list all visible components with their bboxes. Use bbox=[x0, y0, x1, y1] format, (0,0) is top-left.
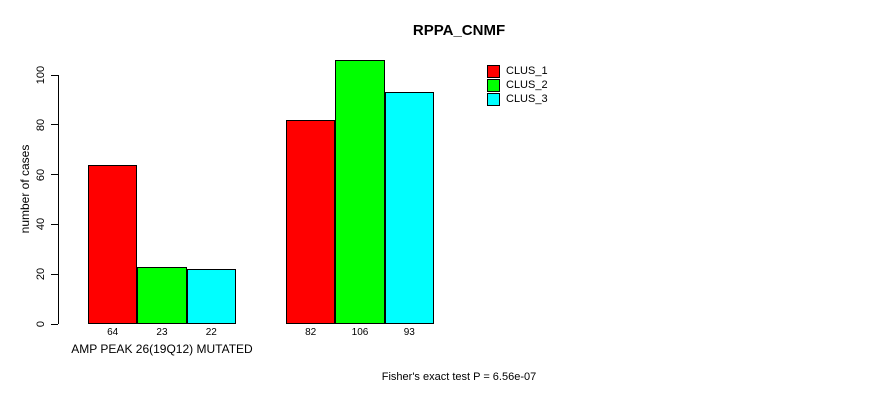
legend-item-clus1: CLUS_1 bbox=[487, 64, 548, 78]
y-axis-tick-label: 100 bbox=[35, 65, 47, 85]
legend-item-clus2: CLUS_2 bbox=[487, 78, 548, 92]
legend-item-clus3: CLUS_3 bbox=[487, 93, 548, 107]
bar-value-label: 23 bbox=[156, 327, 168, 338]
bar-clus_2-group2 bbox=[335, 60, 385, 324]
y-axis-line bbox=[58, 75, 59, 324]
legend: CLUS_1 CLUS_2 CLUS_3 bbox=[487, 64, 548, 107]
y-axis-tick-label: 40 bbox=[35, 218, 47, 231]
y-axis-tick bbox=[51, 174, 58, 176]
legend-label-clus2: CLUS_2 bbox=[506, 78, 548, 91]
y-axis-tick-label: 80 bbox=[35, 118, 47, 131]
bar-value-label: 82 bbox=[305, 327, 317, 338]
bar-clus_1-group2 bbox=[286, 119, 336, 324]
y-axis-tick-label: 20 bbox=[35, 268, 47, 281]
legend-swatch-clus1-icon bbox=[487, 64, 500, 78]
y-axis-tick-label: 60 bbox=[35, 168, 47, 181]
bar-clus_3-group1 bbox=[186, 269, 236, 324]
legend-label-clus1: CLUS_1 bbox=[506, 64, 548, 77]
y-axis-tick-label: 0 bbox=[35, 320, 47, 328]
legend-swatch-clus2-icon bbox=[487, 78, 500, 92]
y-axis-tick bbox=[51, 124, 58, 126]
bar-clus_1-group1 bbox=[88, 164, 138, 324]
y-axis-tick bbox=[51, 74, 58, 76]
bar-clus_3-group2 bbox=[384, 92, 434, 324]
bar-value-label: 106 bbox=[351, 327, 369, 338]
y-axis-tick bbox=[51, 273, 58, 275]
chart-title: RPPA_CNMF bbox=[412, 22, 506, 39]
bar-value-label: 22 bbox=[205, 327, 217, 338]
bar-value-label: 93 bbox=[403, 327, 415, 338]
y-axis-tick bbox=[51, 223, 58, 225]
legend-label-clus3: CLUS_3 bbox=[506, 93, 548, 106]
bar-clus_2-group1 bbox=[137, 266, 187, 324]
x-axis-group-label: AMP PEAK 26(19Q12) MUTATED bbox=[71, 342, 253, 356]
y-axis-tick bbox=[51, 323, 58, 325]
y-axis-label: number of cases bbox=[18, 144, 32, 234]
bar-value-label: 64 bbox=[107, 327, 119, 338]
legend-swatch-clus3-icon bbox=[487, 93, 500, 107]
fisher-exact-test-annotation: Fisher's exact test P = 6.56e-07 bbox=[381, 371, 537, 383]
